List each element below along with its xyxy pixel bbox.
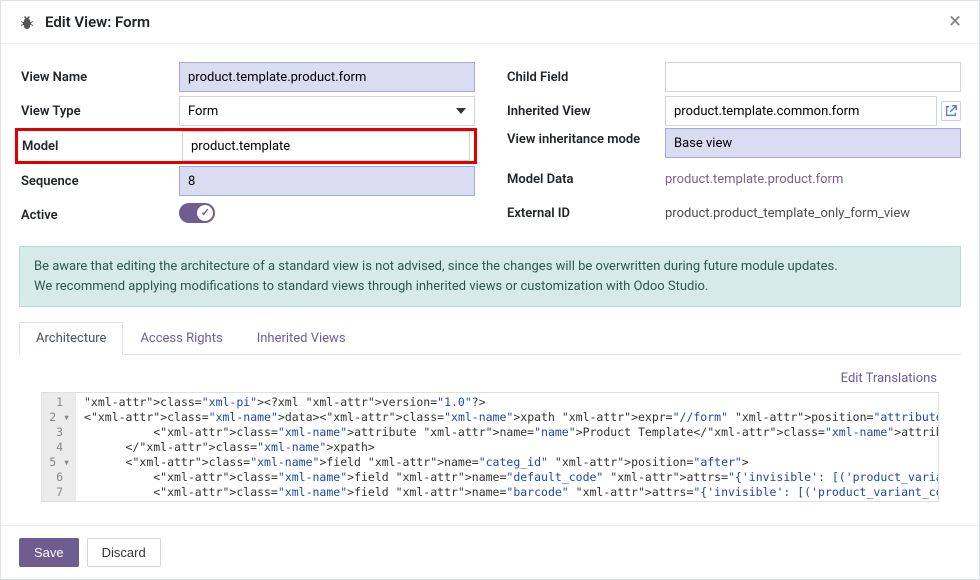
row-external-id: External ID product.product_template_onl… — [505, 196, 961, 230]
label-model: Model — [22, 139, 182, 154]
close-icon[interactable]: × — [949, 11, 961, 33]
label-inherit-mode: View inheritance mode — [505, 128, 665, 148]
bug-icon — [19, 14, 35, 30]
label-child-field: Child Field — [505, 70, 665, 85]
select-inherit-mode[interactable]: Base view — [665, 128, 961, 158]
text-external-id: product.product_template_only_form_view — [665, 206, 910, 221]
row-model-data: Model Data product.template.product.form — [505, 162, 961, 196]
input-view-name[interactable] — [179, 62, 475, 92]
toggle-active[interactable]: ✓ — [179, 203, 215, 223]
external-link-icon[interactable] — [941, 101, 961, 121]
input-inherited-view[interactable] — [665, 96, 937, 126]
modal-header: Edit View: Form × — [1, 1, 979, 44]
warning-alert: Be aware that editing the architecture o… — [19, 246, 961, 307]
discard-button[interactable]: Discard — [87, 538, 161, 567]
row-model-highlighted: Model — [15, 128, 477, 164]
tab-access-rights[interactable]: Access Rights — [123, 322, 239, 355]
save-button[interactable]: Save — [19, 538, 79, 567]
select-view-type[interactable]: Form — [179, 96, 475, 126]
tabs: Architecture Access Rights Inherited Vie… — [19, 321, 961, 355]
row-inherited-view: Inherited View — [505, 94, 961, 128]
code-body[interactable]: "xml-attr">class="xml-pi"><?xml "xml-att… — [76, 393, 938, 501]
row-view-name: View Name — [19, 60, 475, 94]
edit-translations-wrap: Edit Translations — [19, 361, 961, 392]
input-child-field[interactable] — [665, 62, 961, 92]
label-view-type: View Type — [19, 104, 179, 119]
label-external-id: External ID — [505, 206, 665, 221]
label-model-data: Model Data — [505, 172, 665, 187]
row-view-type: View Type Form — [19, 94, 475, 128]
row-inherit-mode: View inheritance mode Base view — [505, 128, 961, 162]
input-sequence[interactable] — [179, 166, 475, 196]
row-child-field: Child Field — [505, 60, 961, 94]
tab-architecture[interactable]: Architecture — [19, 322, 123, 355]
label-view-name: View Name — [19, 70, 179, 85]
input-model[interactable] — [182, 131, 470, 161]
label-inherited-view: Inherited View — [505, 104, 665, 119]
link-model-data[interactable]: product.template.product.form — [665, 172, 843, 187]
modal-body: View Name View Type Form Model Sequence … — [1, 44, 979, 525]
code-editor[interactable]: 1 2 ▾3 4 5 ▾6 7 8 "xml-attr">class="xml-… — [41, 392, 939, 502]
alert-line-2: We recommend applying modifications to s… — [34, 277, 946, 297]
left-column: View Name View Type Form Model Sequence … — [19, 60, 475, 232]
tab-inherited-views[interactable]: Inherited Views — [240, 322, 363, 355]
label-active: Active — [19, 208, 179, 223]
modal-title: Edit View: Form — [45, 13, 150, 31]
label-sequence: Sequence — [19, 174, 179, 189]
edit-view-modal: Edit View: Form × View Name View Type Fo… — [0, 0, 980, 580]
tab-content: Edit Translations 1 2 ▾3 4 5 ▾6 7 8 "xml… — [19, 355, 961, 502]
right-column: Child Field Inherited View View inherita… — [505, 60, 961, 232]
row-active: Active ✓ — [19, 198, 475, 232]
modal-footer: Save Discard — [1, 525, 979, 579]
row-sequence: Sequence — [19, 164, 475, 198]
form-grid: View Name View Type Form Model Sequence … — [19, 60, 961, 232]
edit-translations-link[interactable]: Edit Translations — [841, 371, 937, 386]
gutter: 1 2 ▾3 4 5 ▾6 7 8 — [42, 393, 76, 501]
alert-line-1: Be aware that editing the architecture o… — [34, 257, 946, 277]
